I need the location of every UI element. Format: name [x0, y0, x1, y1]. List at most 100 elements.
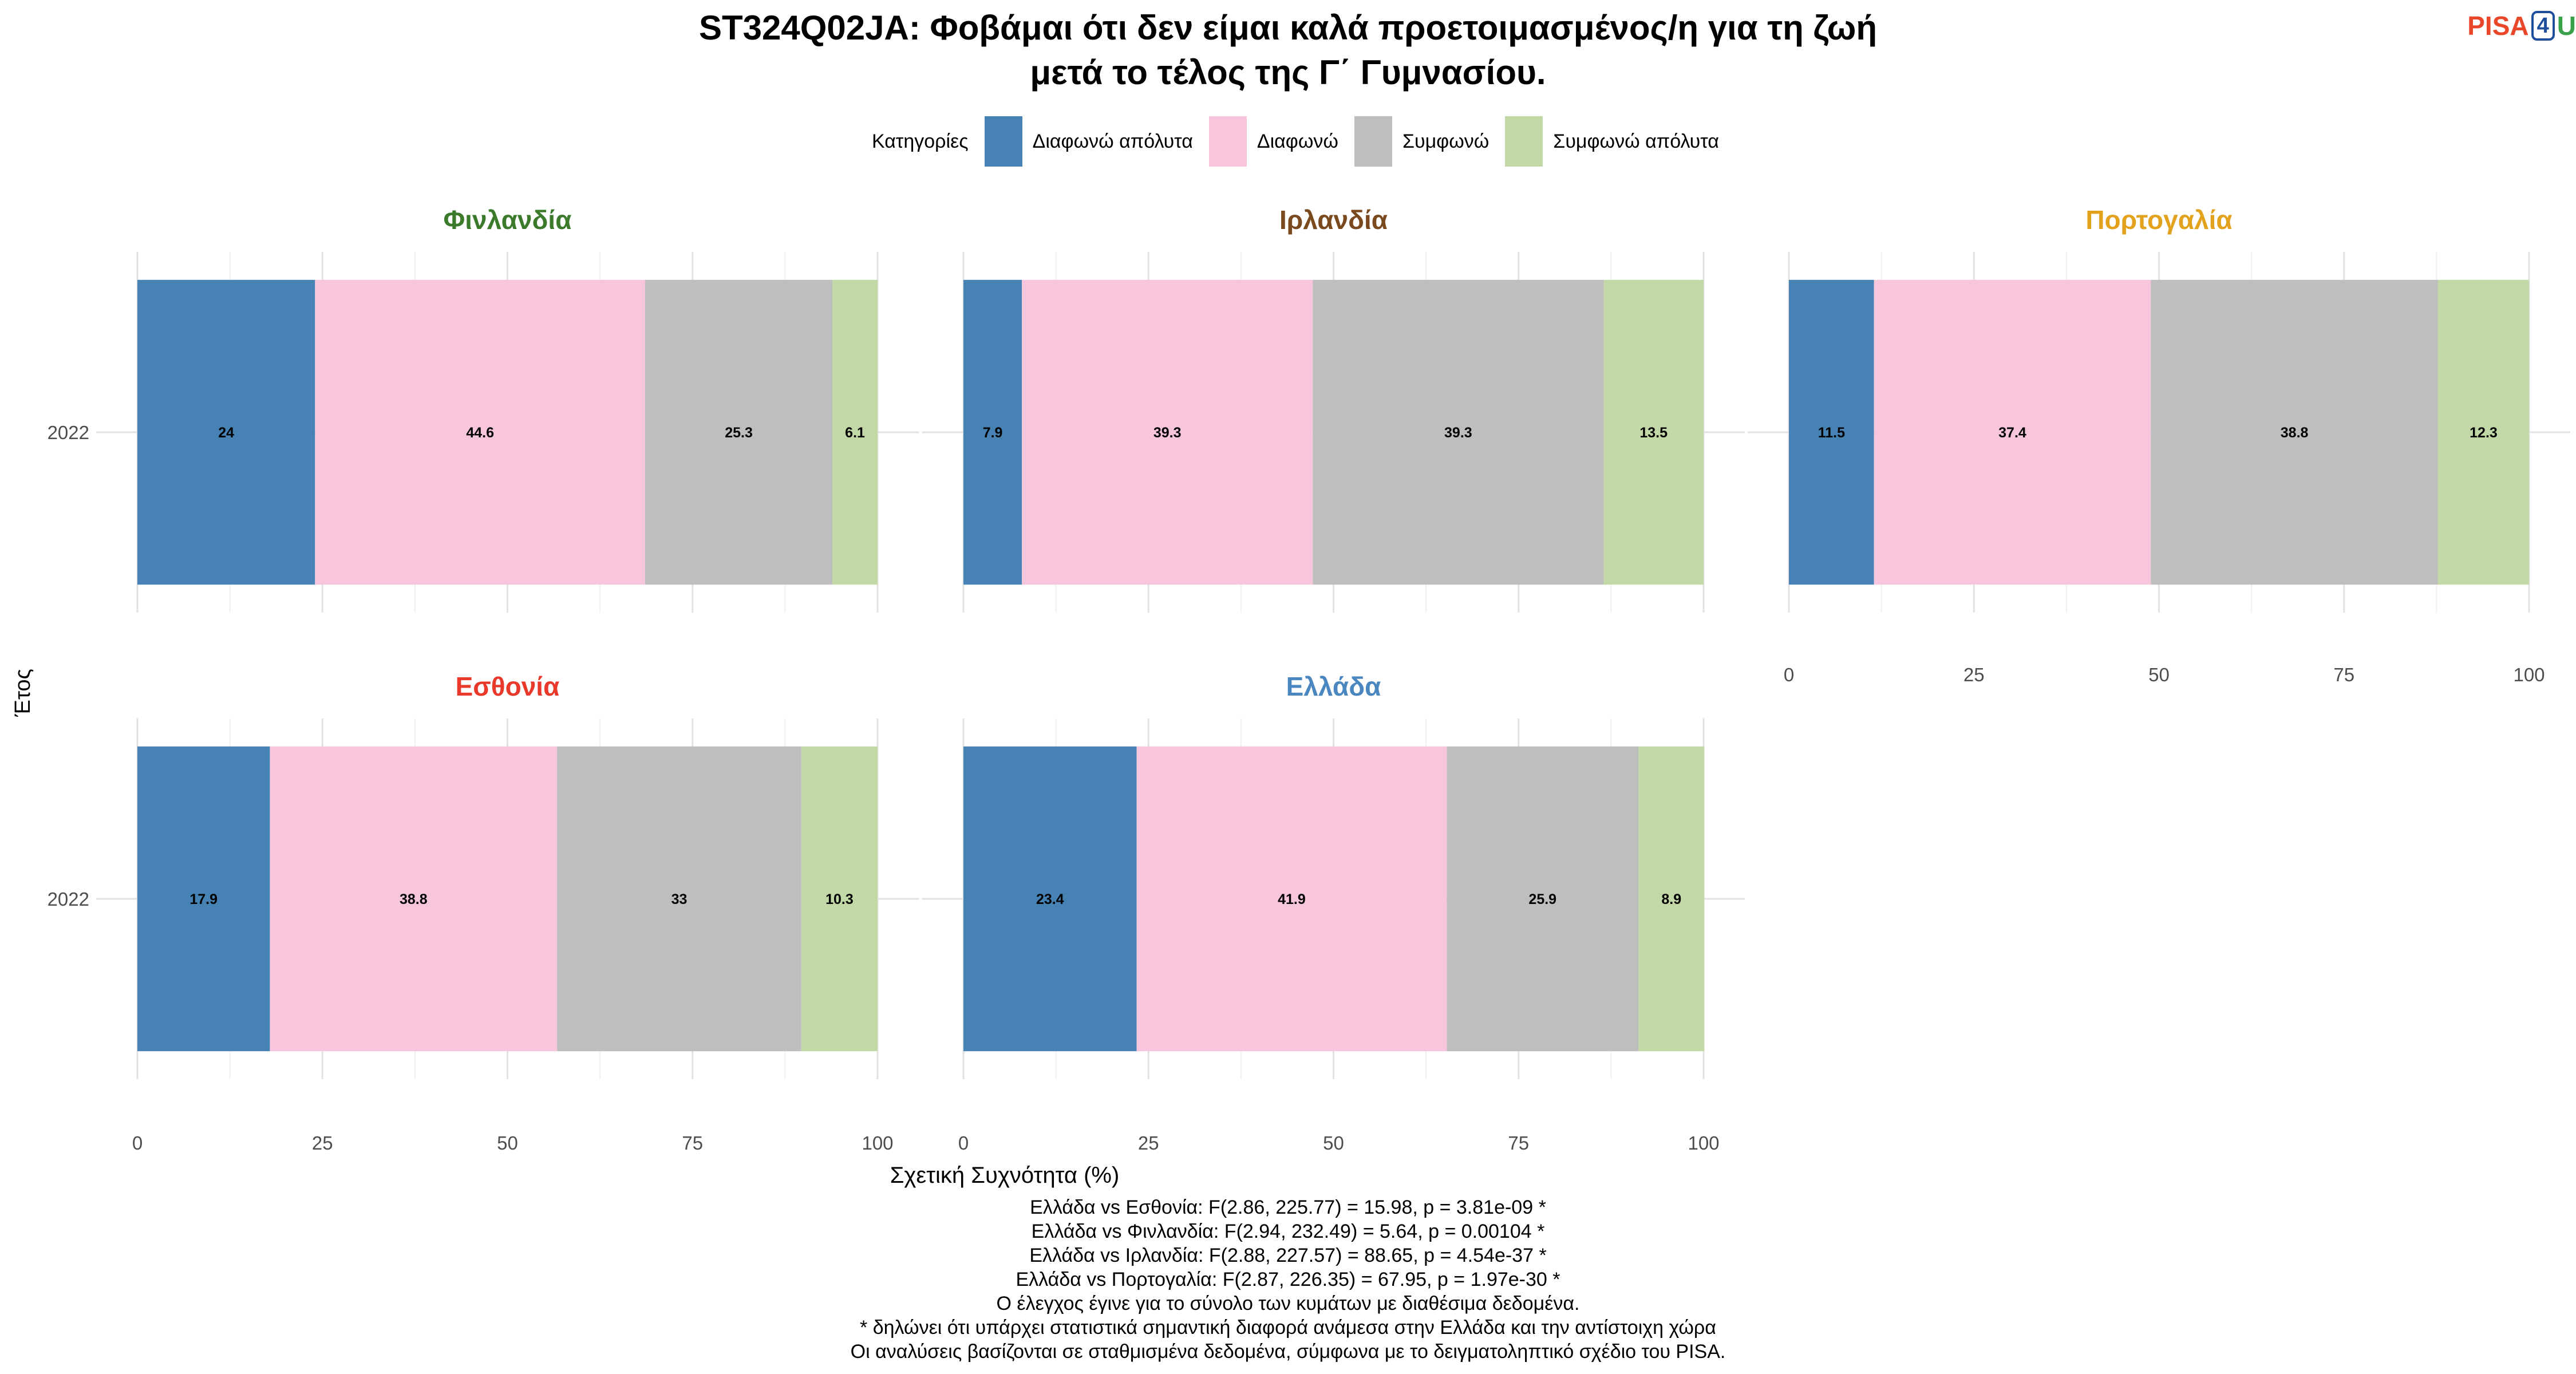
bar-value-label: 44.6 — [466, 425, 494, 441]
bar-segment — [2437, 279, 2529, 585]
y-tick-label: 2022 — [48, 889, 89, 910]
bar-segment — [137, 746, 270, 1052]
bar-value-label: 10.3 — [825, 891, 854, 907]
legend-item-strongly-disagree: Διαφωνώ απόλυτα — [984, 116, 1193, 167]
bar-value-label: 33 — [671, 891, 688, 907]
legend-item-disagree: Διαφωνώ — [1208, 116, 1338, 167]
x-tick-label: 100 — [862, 1132, 893, 1154]
x-tick-label: 100 — [2513, 664, 2545, 685]
bar-segment — [270, 746, 558, 1052]
bar-segment — [557, 746, 801, 1052]
bar-value-label: 8.9 — [1661, 891, 1681, 907]
x-tick-label: 0 — [1784, 664, 1794, 685]
panel-3: Εσθονία 17.9 38.8 33 10.3 2022 0 25 50 75 100 — [48, 672, 919, 1154]
panel-title: Πορτογαλία — [2085, 205, 2232, 235]
bar-segment — [1638, 746, 1705, 1052]
x-tick-label: 50 — [497, 1132, 518, 1154]
x-tick-label: 25 — [312, 1132, 333, 1154]
legend-swatch-disagree — [1208, 116, 1247, 167]
bar-value-label: 13.5 — [1639, 425, 1668, 441]
bar-value-label: 41.9 — [1278, 891, 1306, 907]
legend-title: Κατηγορίες — [872, 130, 969, 152]
x-tick-label: 75 — [1508, 1132, 1529, 1154]
bar-segment — [963, 279, 1022, 585]
bar-segment — [1022, 279, 1313, 585]
legend-label-agree: Συμφωνώ — [1402, 130, 1490, 152]
footnotes: Ελλάδα vs Εσθονία: F(2.86, 225.77) = 15.… — [0, 1195, 2576, 1364]
y-tick-label: 2022 — [48, 422, 89, 443]
bar-segment — [1136, 746, 1447, 1052]
x-tick-label: 75 — [2333, 664, 2354, 685]
panel-title: Ελλάδα — [1286, 672, 1381, 701]
x-tick-label: 50 — [2148, 664, 2170, 685]
bar-segment — [1603, 279, 1704, 585]
pisa4u-logo: PISA 4 U — [2467, 10, 2576, 41]
footnote-line: Ο έλεγχος έγινε για το σύνολο των κυμάτω… — [996, 1293, 1580, 1314]
footnote-line: Ελλάδα vs Εσθονία: F(2.86, 225.77) = 15.… — [1030, 1197, 1546, 1218]
chart-title: ST324Q02JA: Φοβάμαι ότι δεν είμαι καλά π… — [0, 6, 2576, 95]
bar-value-label: 24 — [218, 425, 234, 441]
bar-segment — [315, 279, 645, 585]
bar-value-label: 12.3 — [2470, 425, 2498, 441]
legend-item-agree: Συμφωνώ — [1354, 116, 1489, 167]
panel-title: Εσθονία — [456, 672, 560, 701]
bar-value-label: 6.1 — [845, 425, 865, 441]
logo-text-u: U — [2557, 11, 2576, 41]
panel-title: Ιρλανδία — [1279, 205, 1388, 235]
panel-4: Ελλάδα 23.4 41.9 25.9 8.9 0 25 50 75 100 — [922, 672, 1745, 1154]
chart-title-line-1: ST324Q02JA: Φοβάμαι ότι δεν είμαι καλά π… — [698, 9, 1878, 47]
footnote-line: Ελλάδα vs Φινλανδία: F(2.94, 232.49) = 5… — [1031, 1221, 1545, 1242]
legend-label-disagree: Διαφωνώ — [1257, 130, 1338, 152]
legend-swatch-agree — [1354, 116, 1392, 167]
bar-value-label: 38.8 — [2281, 425, 2309, 441]
x-axis-title: Σχετική Συχνότητα (%) — [890, 1163, 1120, 1188]
chart-panels: Φινλανδία 24 44.6 25.3 6.1 2022 Ιρλανδία 7.9 39.… — [48, 205, 2570, 1154]
legend-swatch-strongly-agree — [1505, 116, 1543, 167]
bar-segment — [1874, 279, 2151, 585]
bar-value-label: 37.4 — [1998, 425, 2026, 441]
bar-segment — [2151, 279, 2438, 585]
panel-1: Ιρλανδία 7.9 39.3 39.3 13.5 — [922, 205, 1745, 613]
bar-value-label: 39.3 — [1444, 425, 1472, 441]
bar-segment — [963, 746, 1137, 1052]
bar-value-label: 39.3 — [1153, 425, 1182, 441]
footnote-line: Οι αναλύσεις βασίζονται σε σταθμισμένα δ… — [850, 1341, 1726, 1363]
x-tick-label: 75 — [682, 1132, 703, 1154]
bar-segment — [1313, 279, 1604, 585]
bar-segment — [832, 279, 878, 585]
x-tick-label: 100 — [1688, 1132, 1719, 1154]
bar-segment — [137, 279, 315, 585]
logo-text-pisa: PISA — [2467, 11, 2529, 41]
x-tick-label: 50 — [1323, 1132, 1344, 1154]
footnote-line: Ελλάδα vs Πορτογαλία: F(2.87, 226.35) = … — [1016, 1269, 1560, 1290]
bar-value-label: 25.9 — [1528, 891, 1556, 907]
logo-text-four: 4 — [2531, 11, 2555, 41]
bar-segment — [645, 279, 833, 585]
bar-value-label: 17.9 — [189, 891, 218, 907]
bar-value-label: 25.3 — [725, 425, 753, 441]
bar-segment — [801, 746, 878, 1052]
bar-segment — [1789, 279, 1874, 585]
bar-value-label: 7.9 — [983, 425, 1003, 441]
chart-title-line-2: μετά το τέλος της Γ΄ Γυμνασίου. — [1030, 53, 1546, 92]
panel-title: Φινλανδία — [444, 205, 572, 235]
footnote-line: * δηλώνει ότι υπάρχει στατιστικά σημαντι… — [860, 1317, 1716, 1339]
panel-0: Φινλανδία 24 44.6 25.3 6.1 2022 — [48, 205, 919, 613]
x-tick-label: 25 — [1138, 1132, 1159, 1154]
bar-value-label: 23.4 — [1036, 891, 1064, 907]
legend: Κατηγορίες Διαφωνώ απόλυτα Διαφωνώ Συμφω… — [872, 116, 1735, 167]
x-tick-label: 0 — [958, 1132, 969, 1154]
bar-value-label: 38.8 — [400, 891, 428, 907]
bar-segment — [1447, 746, 1639, 1052]
y-axis-title: Έτος — [11, 669, 35, 717]
legend-label-strongly-disagree: Διαφωνώ απόλυτα — [1032, 130, 1193, 152]
bar-value-label: 11.5 — [1818, 425, 1845, 441]
x-tick-label: 0 — [132, 1132, 143, 1154]
x-tick-label: 25 — [1963, 664, 1985, 685]
footnote-line: Ελλάδα vs Ιρλανδία: F(2.88, 227.57) = 88… — [1029, 1245, 1547, 1266]
legend-swatch-strongly-disagree — [984, 116, 1022, 167]
legend-item-strongly-agree: Συμφωνώ απόλυτα — [1505, 116, 1719, 167]
panel-2: Πορτογαλία 11.5 37.4 38.8 12.3 0 25 50 75 100 — [1748, 205, 2570, 685]
legend-label-strongly-agree: Συμφωνώ απόλυτα — [1553, 130, 1719, 152]
